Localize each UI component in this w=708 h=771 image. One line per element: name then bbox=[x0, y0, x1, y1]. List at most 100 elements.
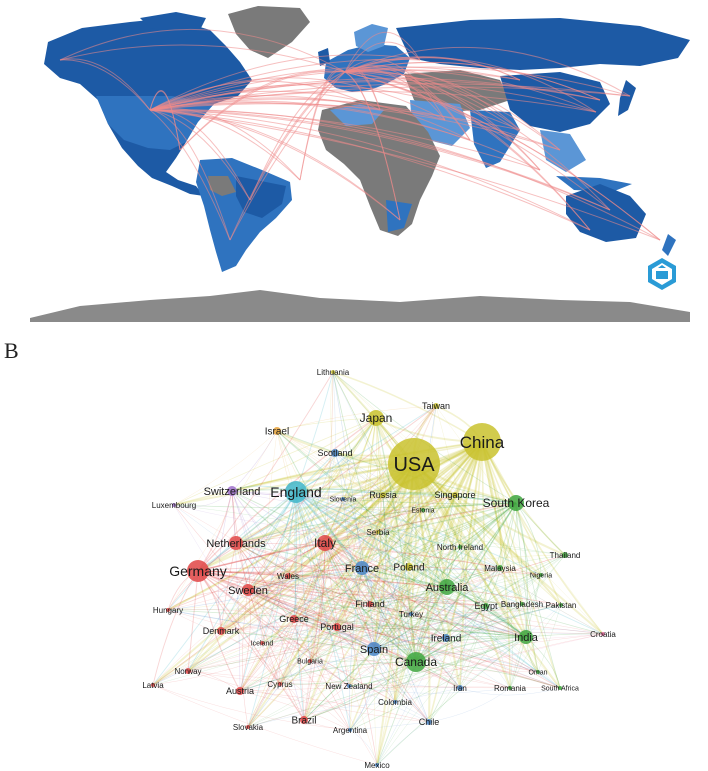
network-edge bbox=[342, 498, 517, 505]
network-edge bbox=[309, 566, 410, 662]
network-edge bbox=[247, 683, 281, 728]
node-hungary[interactable] bbox=[166, 608, 170, 612]
network-edge bbox=[369, 603, 396, 703]
node-wales[interactable] bbox=[285, 573, 291, 579]
node-canada[interactable] bbox=[406, 652, 426, 672]
node-bangladesh[interactable] bbox=[520, 602, 524, 606]
node-label-chile: Chile bbox=[419, 717, 440, 727]
node-colombia[interactable] bbox=[393, 700, 397, 704]
node-south-korea[interactable] bbox=[508, 495, 524, 511]
node-label-france: France bbox=[345, 563, 379, 575]
node-romania[interactable] bbox=[508, 686, 512, 690]
network-edge bbox=[309, 371, 334, 662]
node-portugal[interactable] bbox=[333, 623, 341, 631]
node-iran[interactable] bbox=[457, 685, 463, 691]
network-edge bbox=[515, 502, 528, 638]
network-edge bbox=[173, 504, 263, 644]
node-estonia[interactable] bbox=[421, 508, 425, 512]
node-taiwan[interactable] bbox=[433, 403, 439, 409]
network-edge bbox=[415, 661, 561, 689]
network-edge bbox=[247, 491, 297, 591]
network-edge bbox=[295, 491, 539, 673]
node-greece[interactable] bbox=[290, 615, 298, 623]
node-italy[interactable] bbox=[317, 535, 333, 551]
node-label-oman: Oman bbox=[528, 669, 547, 676]
node-malaysia[interactable] bbox=[497, 565, 503, 571]
collaboration-arc bbox=[149, 100, 541, 171]
node-israel[interactable] bbox=[273, 427, 281, 435]
network-edge bbox=[279, 566, 410, 685]
node-germany[interactable] bbox=[187, 560, 209, 582]
node-iceland[interactable] bbox=[260, 641, 264, 645]
network-edge bbox=[239, 567, 501, 692]
network-edge bbox=[247, 701, 396, 728]
node-cyprus[interactable] bbox=[278, 682, 282, 686]
network-edge bbox=[247, 542, 326, 728]
network-edge bbox=[375, 417, 527, 638]
node-serbia[interactable] bbox=[376, 530, 380, 534]
node-nigeria[interactable] bbox=[539, 573, 543, 577]
node-england[interactable] bbox=[285, 481, 307, 503]
node-mexico[interactable] bbox=[375, 763, 379, 767]
node-new-zealand[interactable] bbox=[347, 684, 351, 688]
node-japan[interactable] bbox=[368, 410, 384, 426]
node-spain[interactable] bbox=[367, 642, 381, 656]
node-brazil[interactable] bbox=[300, 716, 308, 724]
network-edge bbox=[261, 575, 289, 644]
network-edge bbox=[509, 604, 562, 689]
node-north-ireland[interactable] bbox=[458, 545, 462, 549]
network-edge bbox=[375, 417, 396, 703]
node-latvia[interactable] bbox=[151, 683, 155, 687]
node-argentina[interactable] bbox=[348, 728, 352, 732]
node-slovenia[interactable] bbox=[341, 497, 345, 501]
node-pakistan[interactable] bbox=[559, 603, 563, 607]
network-edge bbox=[336, 531, 379, 628]
node-lithuania[interactable] bbox=[331, 370, 335, 374]
japan bbox=[618, 80, 636, 116]
node-scotland[interactable] bbox=[331, 449, 339, 457]
node-egypt[interactable] bbox=[483, 603, 489, 609]
node-india[interactable] bbox=[519, 630, 533, 644]
node-denmark[interactable] bbox=[217, 627, 225, 635]
node-finland[interactable] bbox=[367, 601, 373, 607]
node-chile[interactable] bbox=[426, 719, 432, 725]
node-switzerland[interactable] bbox=[227, 486, 237, 496]
node-china[interactable] bbox=[463, 423, 501, 461]
network-edge bbox=[235, 542, 561, 689]
node-turkey[interactable] bbox=[409, 612, 413, 616]
network-edge bbox=[247, 589, 461, 689]
node-bulgaria[interactable] bbox=[308, 659, 312, 663]
node-netherlands[interactable] bbox=[229, 536, 243, 550]
node-sweden[interactable] bbox=[242, 584, 254, 596]
node-luxembourg[interactable] bbox=[172, 503, 176, 507]
network-edge bbox=[197, 570, 447, 639]
node-slovakia[interactable] bbox=[246, 725, 250, 729]
node-russia[interactable] bbox=[380, 492, 386, 498]
node-norway[interactable] bbox=[185, 668, 191, 674]
node-label-india: India bbox=[514, 632, 539, 644]
collaboration-links bbox=[59, 28, 661, 241]
network-edge bbox=[276, 405, 437, 432]
node-australia[interactable] bbox=[439, 579, 455, 595]
network-edge bbox=[276, 430, 338, 628]
node-oman[interactable] bbox=[536, 670, 540, 674]
network-edge bbox=[295, 491, 461, 689]
node-usa[interactable] bbox=[388, 438, 440, 490]
node-france[interactable] bbox=[355, 561, 369, 575]
network-edge bbox=[376, 721, 430, 766]
network-edge bbox=[309, 567, 363, 662]
node-south-africa[interactable] bbox=[558, 686, 562, 690]
node-croatia[interactable] bbox=[601, 632, 605, 636]
node-singapore[interactable] bbox=[452, 492, 458, 498]
node-thailand[interactable] bbox=[562, 552, 568, 558]
node-poland[interactable] bbox=[405, 563, 413, 571]
node-austria[interactable] bbox=[236, 687, 244, 695]
network-edge bbox=[309, 417, 377, 662]
network-edge bbox=[412, 463, 431, 723]
network-edge bbox=[361, 567, 417, 663]
node-ireland[interactable] bbox=[442, 634, 450, 642]
network-edge bbox=[239, 686, 561, 692]
network-edge bbox=[303, 567, 501, 721]
network-edge bbox=[309, 660, 430, 723]
network-edge bbox=[295, 491, 523, 605]
